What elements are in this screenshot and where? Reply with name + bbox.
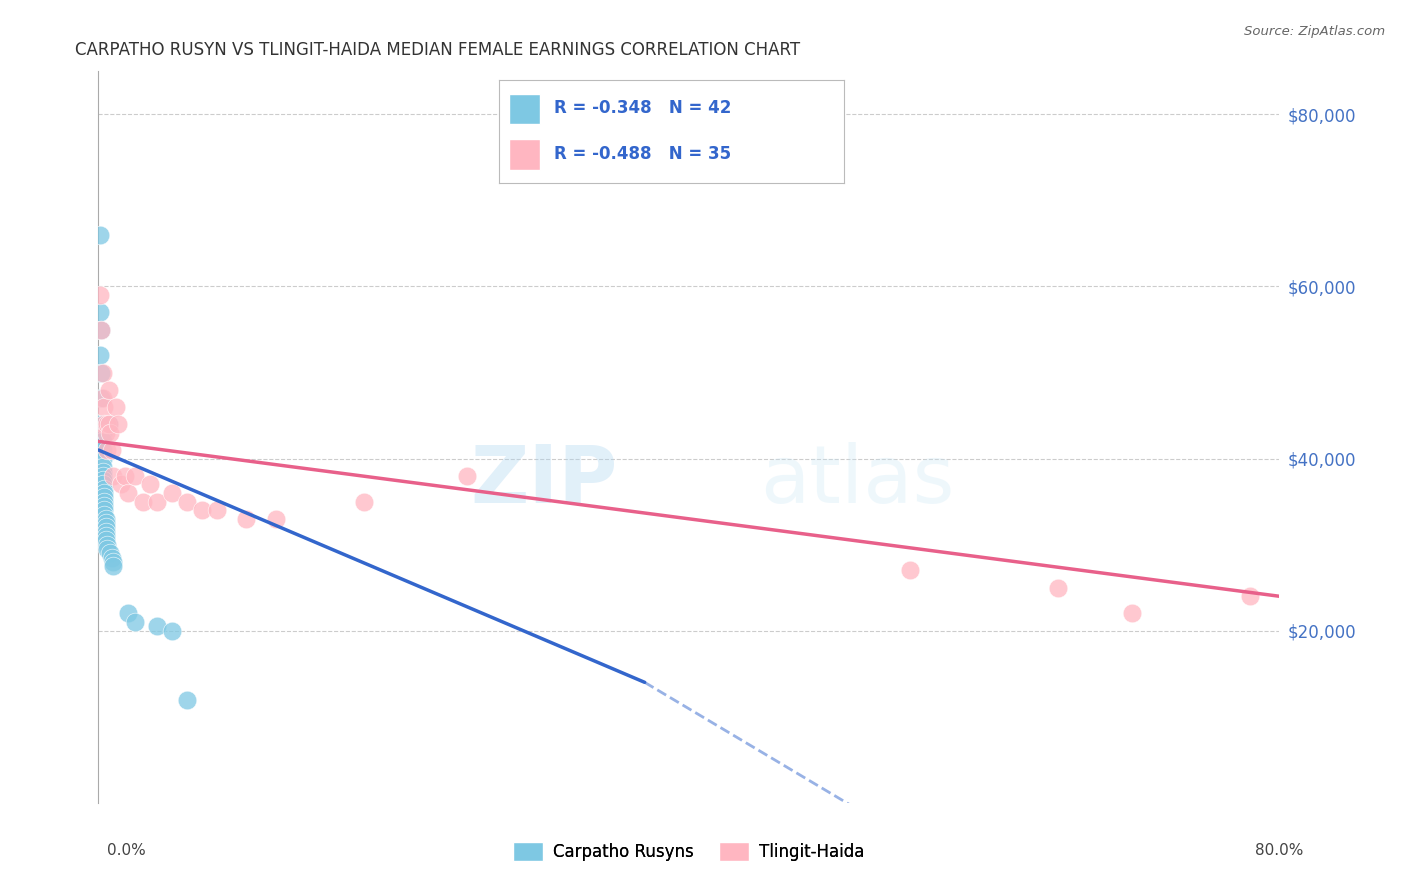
Point: [94, 512, 117, 526]
Point: [96, 417, 118, 432]
Text: R = -0.348   N = 42: R = -0.348 N = 42: [554, 99, 731, 117]
Bar: [509, 94, 540, 124]
Point: [205, 503, 228, 517]
Point: [176, 494, 198, 508]
Point: [91, 468, 114, 483]
Point: [162, 624, 183, 638]
Point: [90, 322, 112, 336]
Point: [90, 366, 112, 380]
Point: [91, 366, 114, 380]
Bar: [509, 139, 540, 169]
Point: [91, 434, 114, 449]
Point: [96, 541, 118, 556]
Point: [94, 529, 117, 543]
Point: [110, 477, 132, 491]
Point: [93, 503, 115, 517]
Point: [90, 392, 112, 406]
Text: ZIP: ZIP: [471, 442, 619, 520]
Point: [90, 442, 112, 457]
Text: 0.0%: 0.0%: [107, 843, 146, 858]
Point: [93, 494, 115, 508]
Point: [96, 538, 118, 552]
Point: [97, 383, 120, 397]
Point: [103, 559, 125, 574]
Point: [103, 468, 125, 483]
Legend: Carpatho Rusyns, Tlingit-Haida: Carpatho Rusyns, Tlingit-Haida: [506, 835, 872, 868]
Point: [93, 417, 115, 432]
Point: [93, 400, 115, 414]
Point: [91, 460, 114, 475]
Point: [124, 468, 146, 483]
Point: [132, 494, 155, 508]
Point: [162, 486, 183, 500]
Point: [94, 425, 117, 440]
Point: [900, 564, 922, 578]
Point: [89, 288, 111, 302]
Point: [1121, 607, 1143, 621]
Point: [98, 425, 121, 440]
Point: [353, 494, 375, 508]
Point: [93, 486, 115, 500]
Point: [103, 555, 125, 569]
Point: [1239, 589, 1261, 603]
Point: [117, 486, 139, 500]
Point: [146, 619, 169, 633]
Text: Source: ZipAtlas.com: Source: ZipAtlas.com: [1244, 25, 1385, 38]
Point: [100, 442, 122, 457]
Point: [93, 491, 115, 505]
Point: [91, 473, 114, 487]
Point: [107, 417, 129, 432]
Point: [191, 503, 214, 517]
Text: CARPATHO RUSYN VS TLINGIT-HAIDA MEDIAN FEMALE EARNINGS CORRELATION CHART: CARPATHO RUSYN VS TLINGIT-HAIDA MEDIAN F…: [75, 41, 800, 59]
Text: atlas: atlas: [759, 442, 955, 520]
Point: [117, 607, 139, 621]
Point: [105, 400, 128, 414]
Point: [98, 546, 121, 560]
Point: [90, 417, 112, 432]
Point: [93, 508, 115, 522]
Text: R = -0.488   N = 35: R = -0.488 N = 35: [554, 145, 731, 163]
Point: [97, 417, 120, 432]
Point: [94, 533, 117, 548]
Point: [235, 512, 257, 526]
Point: [176, 692, 198, 706]
Point: [91, 465, 114, 479]
Point: [91, 477, 114, 491]
Point: [93, 482, 115, 496]
Point: [114, 468, 136, 483]
Point: [91, 451, 114, 466]
Point: [91, 392, 114, 406]
Point: [94, 516, 117, 530]
Point: [91, 442, 114, 457]
Point: [124, 615, 146, 629]
Point: [1046, 581, 1070, 595]
Point: [457, 468, 479, 483]
Point: [100, 550, 122, 565]
Point: [94, 520, 117, 534]
Text: 80.0%: 80.0%: [1256, 843, 1303, 858]
Point: [89, 305, 111, 319]
Point: [96, 442, 118, 457]
Point: [90, 322, 112, 336]
Point: [139, 477, 162, 491]
Point: [264, 512, 287, 526]
Point: [93, 499, 115, 513]
Point: [89, 348, 111, 362]
Point: [97, 417, 120, 432]
Point: [91, 425, 114, 440]
Point: [89, 227, 111, 242]
Point: [146, 494, 169, 508]
Point: [94, 524, 117, 539]
